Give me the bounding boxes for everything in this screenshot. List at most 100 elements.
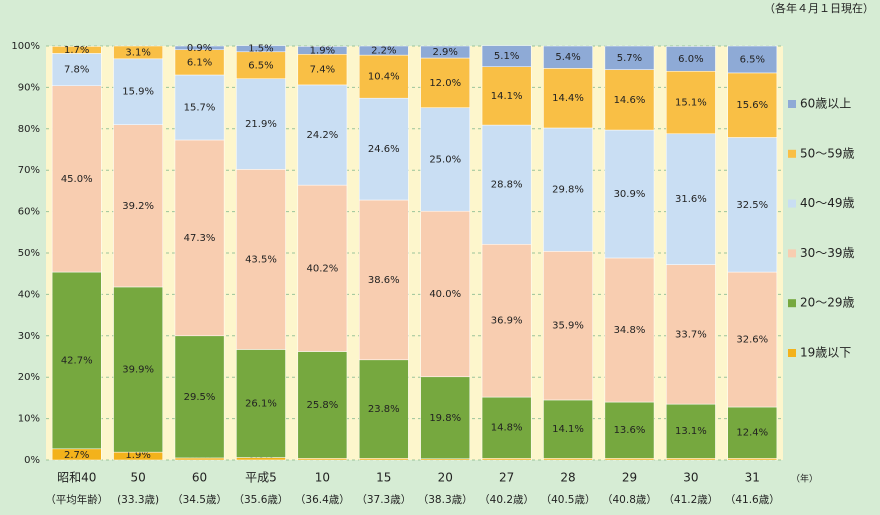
value-label: 31.6% xyxy=(675,194,707,205)
bar-segment xyxy=(113,45,163,60)
value-label: 2.2% xyxy=(371,46,396,57)
bar-segment xyxy=(358,97,409,201)
bar-segment xyxy=(543,251,593,401)
value-label: 7.4% xyxy=(310,65,335,76)
value-label: 25.8% xyxy=(306,400,338,411)
value-label: 5.7% xyxy=(617,53,642,64)
legend-label: 30～39歳 xyxy=(800,246,855,260)
value-label: 26.1% xyxy=(245,398,277,409)
y-tick-label: 70% xyxy=(18,165,40,176)
legend-label: 60歳以上 xyxy=(800,97,851,111)
x-sublabel: （40.5歳） xyxy=(541,494,596,506)
value-label: 35.9% xyxy=(552,321,584,332)
value-label: 42.7% xyxy=(61,355,93,366)
bar-segment xyxy=(481,66,532,126)
legend-swatch xyxy=(788,249,796,258)
value-label: 45.0% xyxy=(61,174,93,185)
bar-segment xyxy=(666,133,716,265)
x-tick-label: 31 xyxy=(745,471,760,485)
value-label: 19.8% xyxy=(429,413,461,424)
bar-segment xyxy=(481,244,532,398)
x-tick-label: 10 xyxy=(315,471,330,485)
x-sublabel: （34.5歳） xyxy=(172,494,227,506)
bar-segment xyxy=(113,286,163,453)
value-label: 28.8% xyxy=(491,180,523,191)
x-sublabel: （41.6歳） xyxy=(725,494,780,506)
value-label: 33.7% xyxy=(675,329,707,340)
value-label: 1.9% xyxy=(310,45,335,56)
value-label: 7.8% xyxy=(64,65,89,76)
value-label: 14.6% xyxy=(614,95,646,106)
bar-segment xyxy=(236,78,286,170)
bar-segment xyxy=(727,72,778,138)
value-label: 39.2% xyxy=(122,201,154,212)
value-label: 32.5% xyxy=(736,200,768,211)
bar-segment xyxy=(174,139,225,337)
bar-segment xyxy=(297,84,348,186)
bar-segment xyxy=(297,184,348,352)
y-tick-label: 80% xyxy=(18,124,40,135)
x-tick-label: 平成5 xyxy=(245,471,277,485)
bar-segment xyxy=(420,57,471,108)
value-label: 21.9% xyxy=(245,119,277,130)
legend-label: 19歳以下 xyxy=(800,346,851,360)
value-label: 2.9% xyxy=(433,47,458,58)
x-sublabel: （36.4歳） xyxy=(295,494,350,506)
bar-segment xyxy=(420,210,471,378)
bar-segment xyxy=(543,68,593,129)
bar-segment xyxy=(174,74,225,141)
value-label: 14.1% xyxy=(491,91,523,102)
bar-segment xyxy=(113,124,163,288)
x-tick-label: 昭和40 xyxy=(57,471,96,485)
bar-segment xyxy=(236,349,286,458)
value-label: 34.8% xyxy=(614,325,646,336)
bar-segment xyxy=(604,401,655,459)
bar-segment xyxy=(727,271,778,408)
value-label: 1.7% xyxy=(64,45,89,56)
bar-segment xyxy=(358,45,409,56)
bar-segment xyxy=(358,359,409,459)
bar-segment xyxy=(420,45,471,59)
value-label: 6.0% xyxy=(678,54,703,65)
value-label: 1.5% xyxy=(248,44,273,55)
value-label: 15.9% xyxy=(122,87,154,98)
x-sublabel: （平均年齢） xyxy=(45,493,108,506)
value-label: 47.3% xyxy=(184,233,216,244)
value-label: 6.1% xyxy=(187,57,212,68)
value-label: 25.0% xyxy=(429,154,461,165)
bar-segment xyxy=(481,45,532,67)
x-tick-label: 50 xyxy=(130,471,145,485)
x-unit: （年） xyxy=(791,473,818,485)
value-label: 5.1% xyxy=(494,51,519,62)
bar-segment xyxy=(297,46,348,55)
value-label: 39.9% xyxy=(122,365,154,376)
x-sublabel: （41.2歳） xyxy=(663,494,718,506)
x-sublabel: （35.6歳） xyxy=(234,494,289,506)
y-tick-label: 10% xyxy=(18,414,40,425)
legend-label: 20～29歳 xyxy=(800,296,855,310)
bar-segment xyxy=(666,71,716,135)
bar-segment xyxy=(604,257,655,403)
value-label: 24.2% xyxy=(306,130,338,141)
bar-segment xyxy=(481,124,532,245)
value-label: 10.4% xyxy=(368,72,400,83)
value-label: 14.8% xyxy=(491,423,523,434)
bar-segment xyxy=(604,45,655,70)
legend-label: 50～59歳 xyxy=(800,146,855,160)
bar-segment xyxy=(666,46,716,72)
value-label: 5.4% xyxy=(555,52,580,63)
x-tick-label: 27 xyxy=(499,471,514,485)
value-label: 40.0% xyxy=(429,289,461,300)
y-tick-label: 0% xyxy=(24,455,40,466)
value-label: 14.1% xyxy=(552,424,584,435)
bar-segment xyxy=(236,51,286,79)
value-label: 12.4% xyxy=(736,428,768,439)
value-label: 32.6% xyxy=(736,335,768,346)
value-label: 6.5% xyxy=(248,60,273,71)
bar-segment xyxy=(604,129,655,259)
x-sublabel: (33.3歳) xyxy=(117,494,159,506)
bar-segment xyxy=(727,406,778,459)
value-label: 29.8% xyxy=(552,185,584,196)
legend-label: 40～49歳 xyxy=(800,196,855,210)
value-label: 6.5% xyxy=(740,54,765,65)
